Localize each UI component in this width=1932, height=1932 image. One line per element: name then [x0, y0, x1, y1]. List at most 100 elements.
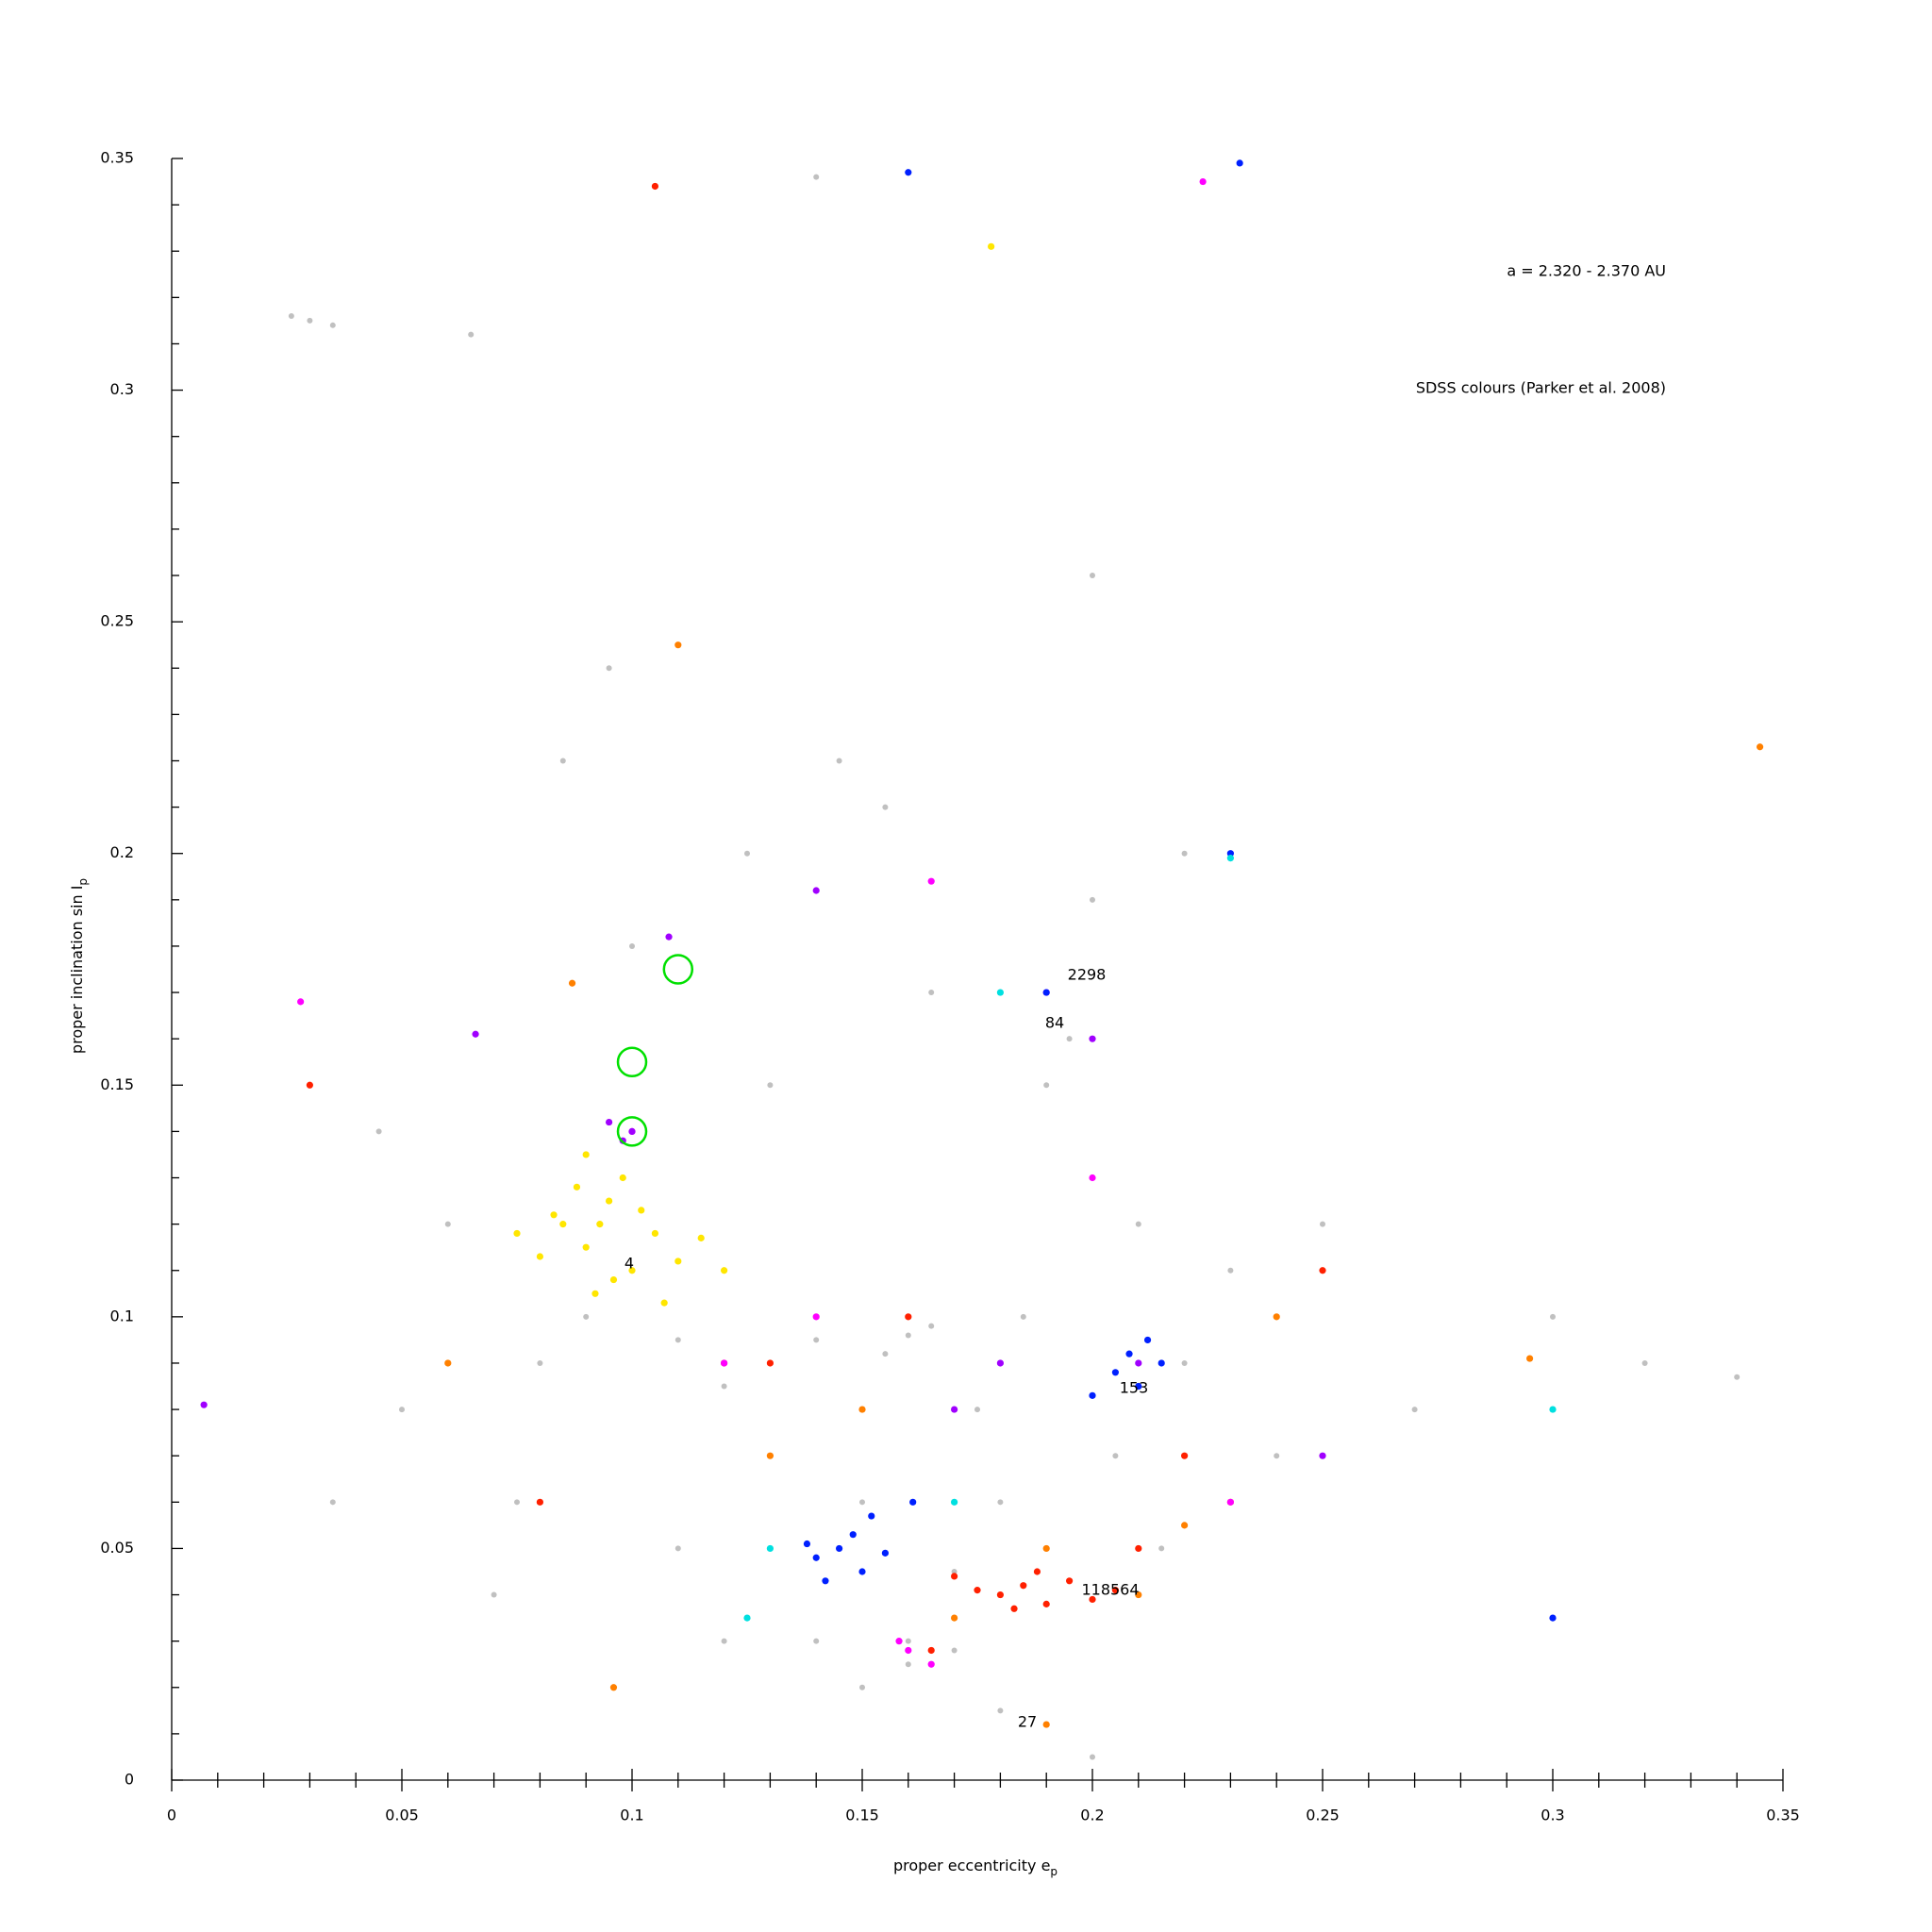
point — [882, 804, 889, 810]
point — [582, 1151, 590, 1158]
point — [1641, 1359, 1648, 1366]
point — [1090, 896, 1095, 903]
point — [609, 1275, 618, 1284]
point — [1042, 1544, 1050, 1553]
point — [951, 1568, 958, 1574]
point — [513, 1229, 521, 1238]
point — [905, 1638, 911, 1644]
point — [988, 242, 995, 250]
x-axis-title-sub: p — [1050, 1865, 1058, 1878]
point — [721, 1638, 727, 1644]
point — [1135, 1221, 1141, 1227]
point — [1042, 1721, 1050, 1728]
point — [767, 1082, 774, 1089]
point — [928, 1323, 935, 1329]
point — [1411, 1407, 1418, 1413]
family-label: 84 — [1045, 1014, 1064, 1032]
point — [743, 1614, 751, 1622]
point — [1320, 1221, 1325, 1227]
point — [858, 1568, 866, 1575]
y-tick-label: 0.3 — [110, 380, 134, 398]
x-tick-label: 0.1 — [620, 1807, 643, 1824]
point — [1227, 1267, 1234, 1274]
point — [628, 1127, 636, 1135]
point — [472, 1030, 479, 1038]
point — [859, 1684, 865, 1690]
point — [849, 1531, 857, 1539]
point — [444, 1359, 452, 1367]
point — [536, 1253, 544, 1260]
x-tick-label: 0.35 — [1766, 1807, 1800, 1824]
point — [1319, 1452, 1326, 1459]
point — [537, 1359, 543, 1366]
point — [1734, 1374, 1740, 1380]
point — [1066, 1577, 1074, 1585]
point — [858, 1406, 866, 1413]
point — [951, 1614, 958, 1622]
point — [997, 1707, 1004, 1714]
point — [468, 331, 475, 338]
y-axis-title-text: proper inclination sin I — [68, 886, 86, 1055]
point — [1135, 1382, 1142, 1391]
point — [928, 990, 935, 996]
y-axis-title: proper inclination sin Ip — [68, 878, 90, 1054]
point — [1089, 1035, 1096, 1042]
point — [1549, 1406, 1557, 1413]
plot-area — [200, 159, 1764, 1760]
point — [606, 1197, 613, 1205]
point — [927, 877, 935, 885]
point — [996, 989, 1004, 996]
point — [812, 1313, 820, 1321]
point — [1112, 1453, 1119, 1459]
point — [997, 1499, 1004, 1506]
point — [951, 1406, 958, 1413]
point — [1089, 1174, 1096, 1182]
point — [1089, 1391, 1096, 1399]
point — [813, 174, 820, 180]
point — [1111, 1369, 1119, 1376]
point — [591, 1290, 599, 1297]
point — [582, 1243, 590, 1251]
point — [974, 1587, 981, 1594]
point — [905, 1646, 912, 1655]
point — [1274, 1453, 1280, 1459]
point — [1199, 177, 1207, 186]
x-tick-label: 0.2 — [1080, 1807, 1104, 1824]
point — [905, 169, 912, 176]
point — [1757, 743, 1764, 751]
highlight-circle — [616, 1046, 648, 1077]
point — [573, 1183, 581, 1191]
point — [629, 942, 635, 949]
point — [665, 933, 673, 941]
point — [803, 1540, 811, 1548]
x-axis-title-text: proper eccentricity e — [893, 1857, 1050, 1874]
point — [1181, 850, 1188, 857]
point — [583, 1313, 590, 1320]
point — [951, 1647, 958, 1654]
point — [813, 1638, 820, 1644]
point — [905, 1332, 911, 1339]
point — [927, 1660, 935, 1668]
y-tick-label: 0 — [125, 1771, 134, 1789]
highlight-circle — [616, 1116, 648, 1147]
point — [836, 758, 842, 764]
point — [974, 1407, 980, 1413]
point — [1158, 1359, 1165, 1367]
point — [1181, 1452, 1189, 1459]
point — [859, 1499, 865, 1506]
point — [1273, 1313, 1280, 1321]
y-axis-title-sub: p — [76, 878, 90, 886]
point — [1043, 1082, 1050, 1089]
point — [536, 1498, 544, 1506]
point — [812, 887, 820, 894]
point — [766, 1359, 774, 1367]
point — [881, 1549, 890, 1557]
x-tick-label: 0 — [167, 1807, 176, 1824]
point — [721, 1359, 728, 1367]
x-tick-label: 0.3 — [1541, 1807, 1564, 1824]
point — [836, 1544, 843, 1553]
point — [568, 979, 576, 987]
point — [905, 1661, 911, 1668]
point — [606, 665, 612, 672]
point — [514, 1499, 520, 1506]
